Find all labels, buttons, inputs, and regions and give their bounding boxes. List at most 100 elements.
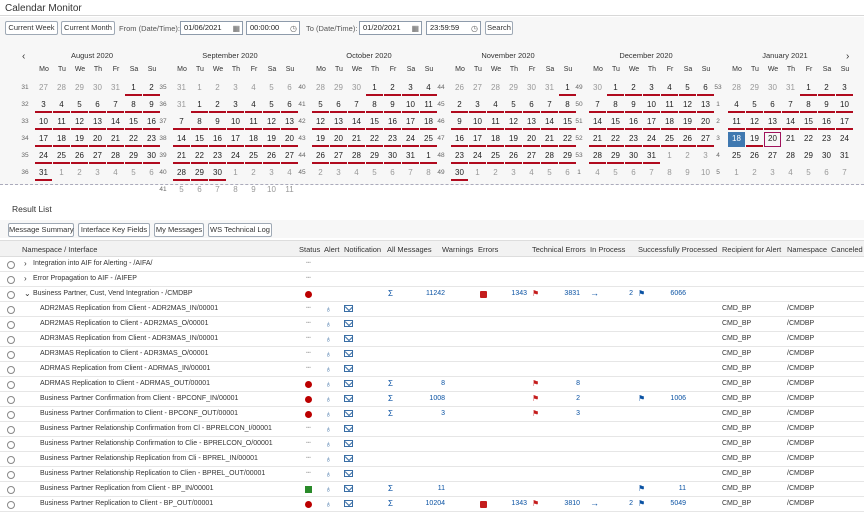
calendar-day[interactable]: 16 [625, 115, 642, 130]
table-row[interactable]: Business Partner Relationship Confirmati… [0, 423, 864, 437]
calendar-day[interactable]: 31 [840, 151, 849, 160]
calendar-day[interactable]: 22 [559, 132, 576, 147]
calendar-day[interactable]: 3 [95, 168, 100, 177]
calendar-day[interactable]: 20 [330, 132, 347, 147]
calendar-day[interactable]: 6 [697, 81, 714, 96]
calendar-day[interactable]: 6 [197, 185, 202, 194]
calendar-day[interactable]: 13 [330, 115, 347, 130]
calendar-day[interactable]: 11 [53, 115, 70, 130]
calendar-day[interactable]: 8 [233, 185, 238, 194]
calendar-day[interactable]: 4 [529, 168, 534, 177]
calendar-day[interactable]: 30 [822, 151, 831, 160]
envelope-icon[interactable] [344, 455, 353, 462]
calendar-day[interactable]: 2 [752, 168, 757, 177]
envelope-icon[interactable] [344, 350, 353, 357]
row-select-radio[interactable] [7, 291, 15, 299]
col-recipient-for-alert[interactable]: Recipient for Alert [722, 245, 782, 254]
row-select-radio[interactable] [7, 396, 15, 404]
calendar-day[interactable]: 16 [384, 115, 401, 130]
col-in-process[interactable]: In Process [590, 245, 626, 254]
calendar-day[interactable]: 8 [800, 98, 817, 113]
calendar-day[interactable]: 13 [89, 115, 106, 130]
successfully-processed-count[interactable]: 11 [678, 485, 686, 492]
calendar-day[interactable]: 31 [177, 83, 186, 92]
calendar-day[interactable]: 7 [782, 98, 799, 113]
all-messages-count[interactable]: 10204 [425, 500, 445, 507]
calendar-day[interactable]: 28 [107, 149, 124, 164]
calendar-day[interactable]: 10 [701, 168, 710, 177]
calendar-day[interactable]: 7 [348, 98, 365, 113]
calendar-day[interactable]: 7 [173, 115, 190, 130]
calendar-day[interactable]: 2 [318, 168, 323, 177]
calendar-day[interactable]: 4 [287, 168, 292, 177]
alert-bell-icon[interactable]: ♁ [325, 394, 332, 404]
calendar-day[interactable]: 12 [679, 98, 696, 113]
calendar-day[interactable]: 18 [53, 132, 70, 147]
alert-bell-icon[interactable]: ♁ [325, 454, 332, 464]
calendar-day[interactable]: 3 [227, 98, 244, 113]
calendar-day[interactable]: 7 [842, 168, 847, 177]
calendar-day[interactable]: 4 [487, 98, 504, 113]
successfully-processed-count[interactable]: 1006 [670, 395, 686, 402]
calendar-day[interactable]: 3 [269, 168, 274, 177]
calendar-day[interactable]: 25 [732, 151, 741, 160]
calendar-day[interactable]: 8 [667, 168, 672, 177]
table-row[interactable]: ADR3MAS Replication to Client - ADR3MAS_… [0, 348, 864, 362]
calendar-day[interactable]: 25 [487, 149, 504, 164]
table-row[interactable]: Business Partner Relationship Confirmati… [0, 438, 864, 452]
calendar-day[interactable]: 28 [541, 149, 558, 164]
calendar-day[interactable]: 8 [366, 98, 383, 113]
calendar-day[interactable]: 5 [505, 98, 522, 113]
envelope-icon[interactable] [344, 335, 353, 342]
calendar-day[interactable]: 23 [451, 149, 468, 164]
calendar-day[interactable]: 30 [768, 83, 777, 92]
calendar-day[interactable]: 9 [818, 98, 835, 113]
all-messages-count[interactable]: 11242 [426, 290, 445, 297]
calendar-day[interactable]: 26 [750, 151, 759, 160]
envelope-icon[interactable] [344, 305, 353, 312]
calendar-day[interactable]: 2 [215, 83, 220, 92]
calendar-day[interactable]: 10 [836, 98, 853, 113]
calendar-day[interactable]: 8 [426, 168, 431, 177]
calendar-day[interactable]: 9 [143, 98, 160, 113]
table-row[interactable]: ADR3MAS Replication from Client - ADR3MA… [0, 333, 864, 347]
calendar-day[interactable]: 31 [402, 149, 419, 164]
calendar-day[interactable]: 29 [607, 149, 624, 164]
calendar-day[interactable]: 15 [559, 115, 576, 130]
to-date-input[interactable]: 01/20/2021 ▦ [359, 21, 422, 35]
all-messages-count[interactable]: 8 [441, 380, 445, 387]
chevron-right-icon[interactable]: › [846, 51, 850, 62]
calendar-day[interactable]: 14 [782, 115, 799, 130]
technical-errors-count[interactable]: 3810 [564, 500, 580, 507]
message-summary-button[interactable]: Message Summary [8, 223, 74, 237]
calendar-icon[interactable]: ▦ [232, 24, 240, 33]
errors-count[interactable]: 1343 [511, 500, 527, 507]
calendar-day[interactable]: 1 [233, 168, 238, 177]
row-select-radio[interactable] [7, 336, 15, 344]
calendar-day[interactable]: 4 [354, 168, 359, 177]
calendar-day[interactable]: 24 [643, 132, 660, 147]
calendar-day[interactable]: 5 [131, 168, 136, 177]
calendar-day[interactable]: 10 [402, 98, 419, 113]
calendar-day[interactable]: 15 [607, 115, 624, 130]
calendar-day[interactable]: 7 [589, 98, 606, 113]
to-time-input[interactable]: 23:59:59 ◷ [426, 21, 481, 35]
calendar-day[interactable]: 4 [113, 168, 118, 177]
calendar-day[interactable]: 1 [475, 168, 480, 177]
calendar-day[interactable]: 29 [750, 83, 759, 92]
row-select-radio[interactable] [7, 321, 15, 329]
calendar-day[interactable]: 22 [366, 132, 383, 147]
calendar-day[interactable]: 3 [770, 168, 775, 177]
calendar-day[interactable]: 28 [589, 149, 606, 164]
calendar-day[interactable]: 17 [227, 132, 244, 147]
calendar-day[interactable]: 20 [523, 132, 540, 147]
calendar-day[interactable]: 24 [469, 149, 486, 164]
calendar-day[interactable]: 19 [312, 132, 329, 147]
calendar-day[interactable]: 29 [125, 149, 142, 164]
calendar-day[interactable]: 5 [71, 98, 88, 113]
calendar-day[interactable]: 13 [764, 115, 781, 130]
calendar-day[interactable]: 3 [469, 98, 486, 113]
calendar-day[interactable]: 20 [764, 132, 781, 147]
calendar-day[interactable]: 15 [800, 115, 817, 130]
calendar-day[interactable]: 3 [402, 81, 419, 96]
